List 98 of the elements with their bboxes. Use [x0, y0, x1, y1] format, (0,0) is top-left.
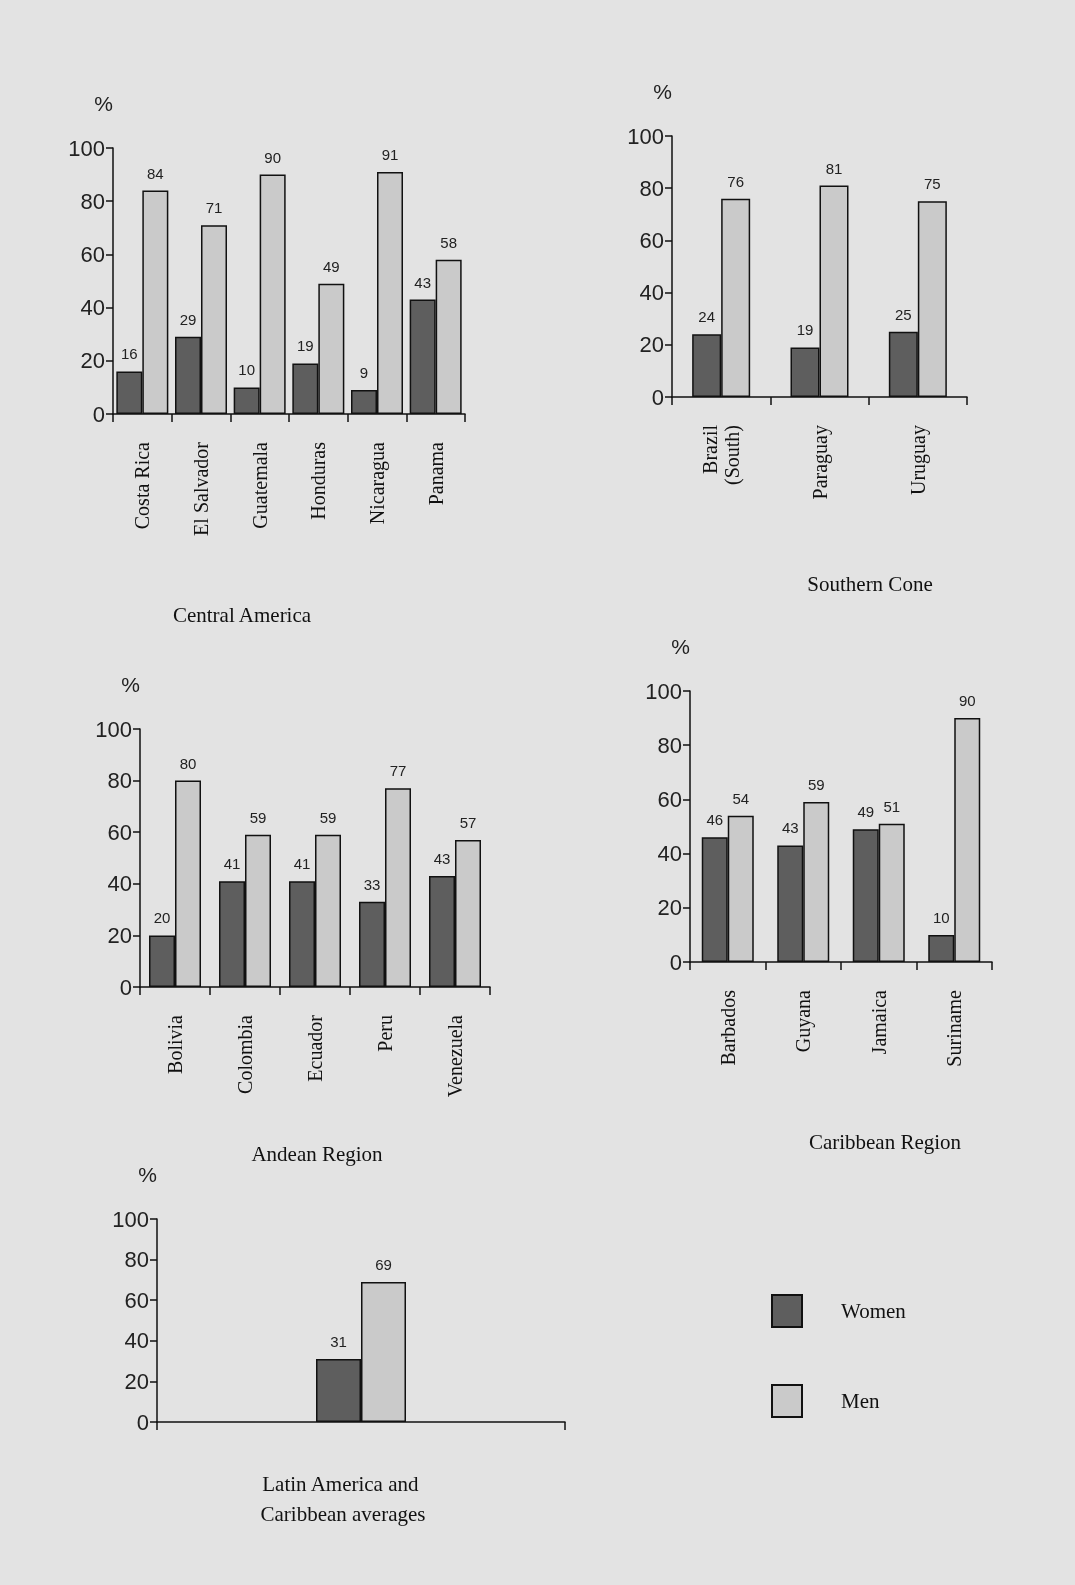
text: Andean Region: [251, 1142, 384, 1166]
y-tick-label: 100: [627, 123, 664, 149]
data-label: 84: [146, 164, 164, 182]
x-tick-label: El Salvador: [190, 441, 212, 536]
y-tick-label: 20: [107, 922, 132, 948]
data-label: 9: [359, 364, 369, 382]
data-label: 90: [958, 692, 976, 710]
data-label: 19: [296, 337, 314, 355]
data-label: 46: [706, 811, 724, 829]
x-tick-label: Nicaragua: [366, 441, 389, 525]
y-tick-label: 60: [639, 227, 664, 253]
y-tick-label: 40: [107, 871, 132, 897]
data-label: 57: [459, 813, 477, 831]
text: Latin America and Caribbean averages: [260, 1472, 426, 1526]
x-tick-label: Brazil (South): [699, 424, 745, 485]
y-tick-label: 80: [107, 768, 132, 794]
y-tick-label: 60: [107, 819, 132, 845]
legend-label: Women: [841, 1299, 907, 1323]
x-tick-label: Guatemala: [248, 441, 271, 529]
data-label: 41: [293, 855, 311, 873]
x-tick-label: Suriname: [943, 989, 966, 1067]
y-tick-label: 0: [669, 949, 682, 975]
data-label: 58: [440, 233, 458, 251]
data-label: 59: [807, 776, 825, 794]
x-tick-label: Panama: [424, 441, 447, 506]
data-label: 80: [179, 754, 197, 772]
y-tick-label: 0: [651, 384, 664, 410]
y-tick-label: 80: [124, 1247, 149, 1273]
data-label: 91: [381, 145, 399, 163]
y-tick-label: 20: [639, 332, 664, 358]
y-tick-label: 40: [657, 841, 682, 867]
data-label: 76: [727, 172, 745, 190]
y-tick-label: 40: [124, 1328, 149, 1354]
x-tick-label: Colombia: [234, 1014, 256, 1094]
data-label: 54: [732, 789, 750, 807]
data-label: 16: [120, 345, 138, 363]
y-axis-title: %: [94, 92, 113, 115]
y-tick-label: 80: [657, 732, 682, 758]
text: Caribbean Region: [808, 1130, 962, 1154]
y-tick-label: 0: [136, 1409, 149, 1435]
y-tick-label: 100: [95, 716, 132, 742]
y-tick-label: 80: [80, 188, 105, 214]
y-axis-title: %: [671, 635, 690, 658]
x-tick-label: Jamaica: [867, 989, 890, 1055]
data-label: 49: [857, 803, 875, 821]
y-tick-label: 100: [112, 1206, 149, 1232]
data-label: 10: [238, 361, 256, 379]
data-label: 90: [264, 148, 282, 166]
x-tick-label: Uruguay: [906, 425, 930, 495]
data-label: 33: [363, 875, 381, 893]
x-tick-label: Ecuador: [304, 1014, 326, 1082]
data-label: 75: [923, 175, 941, 193]
y-tick-label: 60: [124, 1287, 149, 1313]
data-label: 59: [249, 808, 267, 826]
data-label: 51: [883, 797, 901, 815]
text: Central America: [172, 603, 312, 627]
legend-label: Men: [841, 1389, 880, 1413]
y-tick-label: 100: [645, 678, 682, 704]
x-tick-label: Costa Rica: [131, 441, 154, 530]
x-tick-label: Barbados: [716, 989, 739, 1066]
data-label: 20: [153, 909, 171, 927]
data-label: 43: [414, 273, 432, 291]
y-axis-title: %: [121, 673, 140, 696]
y-tick-label: 0: [119, 974, 132, 1000]
x-tick-label: Peru: [374, 1015, 396, 1052]
data-label: 19: [796, 321, 814, 339]
data-label: 31: [330, 1333, 347, 1351]
data-label: 43: [433, 850, 451, 868]
data-label: 41: [223, 855, 241, 873]
y-tick-label: 40: [639, 280, 664, 306]
y-tick-label: 100: [68, 135, 105, 161]
y-tick-label: 80: [639, 175, 664, 201]
data-label: 69: [375, 1255, 392, 1273]
x-tick-label: Guyana: [792, 989, 816, 1053]
data-label: 24: [698, 308, 716, 326]
x-tick-label: Venezuela: [444, 1014, 466, 1098]
y-tick-label: 60: [80, 241, 105, 267]
y-tick-label: 40: [80, 295, 105, 321]
data-label: 59: [319, 808, 337, 826]
y-axis-title: %: [138, 1163, 157, 1186]
data-label: 81: [825, 159, 843, 177]
y-tick-label: 20: [80, 348, 105, 374]
data-label: 10: [932, 908, 950, 926]
data-label: 29: [179, 310, 197, 328]
x-tick-label: Bolivia: [164, 1014, 186, 1074]
y-tick-label: 0: [92, 401, 105, 427]
data-label: 25: [894, 305, 912, 323]
data-label: 71: [205, 199, 223, 217]
y-axis-title: %: [653, 80, 672, 103]
y-tick-label: 60: [657, 786, 682, 812]
data-label: 49: [322, 257, 340, 275]
data-label: 43: [781, 819, 799, 837]
x-tick-label: Honduras: [307, 441, 330, 520]
y-tick-label: 20: [657, 895, 682, 921]
data-label: 77: [389, 762, 407, 780]
y-tick-label: 20: [124, 1368, 149, 1394]
x-tick-label: Paraguay: [808, 425, 832, 500]
text: Southern Cone: [807, 572, 933, 596]
